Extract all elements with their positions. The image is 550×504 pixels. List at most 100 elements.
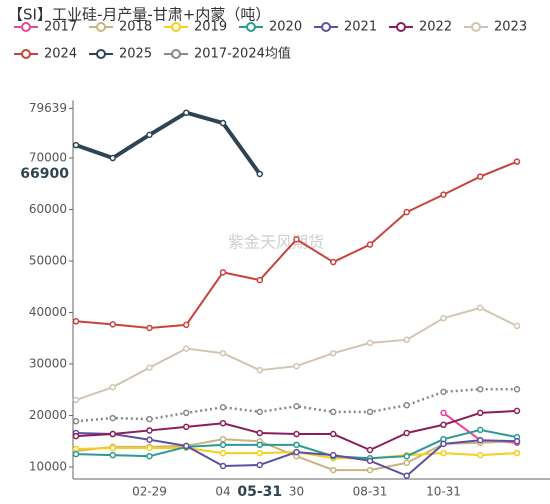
data-point: [256, 408, 263, 416]
data-point: [72, 141, 80, 149]
y-tick-label: 20000: [29, 408, 67, 422]
data-point: [146, 452, 153, 460]
data-point: [219, 119, 227, 127]
legend-label: 2020: [269, 20, 302, 35]
data-point: [477, 451, 484, 459]
data-point: [109, 154, 116, 162]
data-point: [109, 383, 116, 391]
data-point: [293, 362, 300, 370]
data-point: [477, 385, 484, 393]
legend-icon: [96, 49, 106, 59]
data-point: [183, 345, 190, 352]
legend-label: 2017: [44, 20, 77, 35]
data-point: [440, 421, 447, 429]
legend-icon: [21, 22, 31, 32]
data-point: [183, 442, 190, 450]
y-tick-label: 79639: [29, 101, 67, 115]
y-tick-label: 30000: [29, 357, 67, 371]
data-point: [403, 208, 410, 216]
x-tick-label: 04: [215, 485, 230, 499]
data-point: [477, 426, 484, 434]
data-point: [513, 449, 521, 457]
data-point: [183, 321, 190, 329]
legend-icon: [321, 22, 331, 32]
data-point: [330, 258, 337, 266]
legend-label: 2019: [194, 20, 227, 35]
data-point: [146, 364, 153, 371]
series-line: [75, 306, 518, 402]
data-point: [146, 427, 153, 434]
data-point: [109, 444, 116, 452]
data-point: [72, 417, 80, 425]
legend-label: 2017-2024均值: [194, 46, 291, 62]
data-point: [330, 451, 337, 459]
data-point: [477, 304, 484, 312]
legend-label: 2022: [419, 20, 452, 35]
x-tick-label: 10-31: [426, 485, 461, 499]
data-point: [109, 414, 116, 422]
data-point: [330, 408, 337, 416]
data-point: [146, 415, 153, 423]
data-point: [183, 409, 190, 417]
data-point: [440, 409, 447, 417]
series-line: [75, 110, 262, 176]
legend-label: 2023: [494, 20, 527, 35]
legend-icon: [96, 22, 106, 32]
legend-icon: [471, 22, 481, 32]
data-point: [513, 322, 521, 330]
data-point: [219, 419, 227, 427]
data-point: [109, 451, 116, 459]
y-tick-label: 40000: [29, 305, 67, 319]
chart-title: 【SI】工业硅-月产量-甘肃+内蒙（吨）: [8, 6, 270, 24]
data-point: [366, 339, 374, 347]
data-point: [219, 349, 227, 357]
data-point: [109, 321, 116, 328]
data-point: [219, 404, 227, 411]
y-tick-label: 60000: [29, 202, 67, 216]
data-point: [513, 385, 521, 393]
data-point: [146, 324, 153, 332]
y-tick-label: 50000: [29, 254, 67, 268]
data-point: [256, 276, 263, 284]
data-point: [440, 314, 447, 322]
data-point: [477, 173, 484, 180]
legend-icon: [171, 49, 181, 59]
data-point: [293, 402, 300, 410]
data-point: [109, 430, 116, 438]
x-tick-label-highlight: 05-31: [237, 484, 282, 500]
crosshair-y-label: 66900: [20, 166, 69, 182]
data-point: [330, 466, 337, 474]
data-point: [440, 440, 447, 448]
data-point: [219, 435, 227, 443]
legend-icon: [396, 22, 406, 32]
legend-label: 2018: [119, 20, 152, 35]
data-point: [183, 423, 190, 431]
data-point: [72, 450, 80, 458]
data-point: [183, 109, 190, 116]
data-point: [440, 191, 447, 198]
legend-label: 2024: [44, 47, 77, 62]
data-point: [366, 241, 374, 248]
legend-icon: [21, 49, 31, 59]
x-tick-label: 30: [289, 485, 304, 499]
legend-icon: [171, 22, 181, 32]
watermark: 紫金天风期货: [228, 233, 324, 252]
data-point: [256, 461, 263, 469]
data-point: [366, 466, 374, 474]
data-point: [72, 396, 80, 404]
data-point: [403, 472, 410, 480]
x-tick-label: 08-31: [353, 485, 388, 499]
legend-icon: [246, 22, 256, 32]
data-point: [403, 401, 410, 409]
data-point: [293, 441, 300, 449]
data-point: [256, 429, 263, 437]
data-point: [256, 170, 263, 178]
x-tick-label: 02-29: [132, 485, 167, 499]
data-point: [256, 366, 263, 374]
crosshair-label-box: [16, 162, 72, 185]
data-point: [219, 462, 227, 470]
data-point: [513, 407, 521, 415]
data-point: [477, 436, 484, 444]
data-point: [366, 408, 374, 416]
